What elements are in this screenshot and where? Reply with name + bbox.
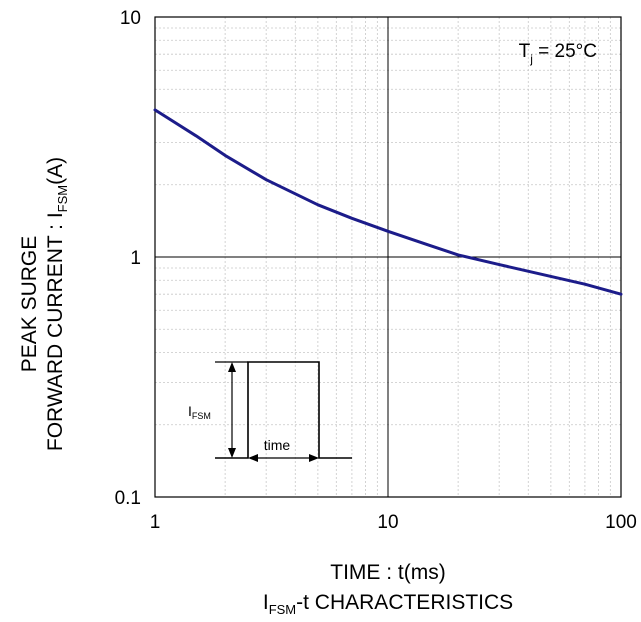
x-tick-label: 100 xyxy=(605,512,637,533)
y-axis-title-line1: PEAK SURGE xyxy=(18,236,41,373)
width-arrow-head-left xyxy=(248,454,258,462)
caption-sub: FSM xyxy=(269,602,296,617)
x-tick-label: 10 xyxy=(377,512,398,533)
y-axis-title: PEAK SURGE FORWARD CURRENT : IFSM(A) xyxy=(18,157,70,451)
caption-suffix: -t CHARACTERISTICS xyxy=(296,591,513,614)
x-tick-label: 1 xyxy=(150,512,161,533)
pulse-label-prefix: I xyxy=(188,403,192,419)
caption-prefix: I xyxy=(263,591,269,614)
pulse-inset: IFSM time xyxy=(188,361,352,462)
tick-labels: 1 10 100 0.1 1 10 xyxy=(115,8,637,533)
width-arrow-head-right xyxy=(309,454,319,462)
series-layer xyxy=(153,108,623,296)
annotation-sub: j xyxy=(529,52,533,66)
pulse-label-sub: FSM xyxy=(192,411,211,421)
pulse-amplitude-label: IFSM xyxy=(188,403,211,421)
y-axis-title-suffix: (A) xyxy=(44,157,67,185)
temperature-annotation: Tj = 25°C xyxy=(519,41,597,66)
annotation-prefix: T xyxy=(519,41,531,62)
x-axis-title: TIME : t(ms) xyxy=(330,561,445,584)
major-grid xyxy=(155,17,621,497)
pulse-waveform xyxy=(215,361,352,459)
annotation-suffix: = 25°C xyxy=(533,41,597,62)
y-tick-label: 0.1 xyxy=(115,488,141,509)
plot-frame xyxy=(154,16,622,498)
series-line-0 xyxy=(153,108,623,296)
chart-caption: IFSM-t CHARACTERISTICS xyxy=(263,591,513,617)
y-tick-label: 1 xyxy=(130,248,141,269)
amplitude-arrow-head-bottom xyxy=(228,448,236,458)
y-axis-title-line2: FORWARD CURRENT : IFSM(A) xyxy=(44,157,70,451)
y-tick-label: 10 xyxy=(120,8,141,29)
y-axis-title-sub: FSM xyxy=(55,185,70,212)
amplitude-arrow-head-top xyxy=(228,362,236,372)
pulse-width-label: time xyxy=(264,437,291,453)
y-axis-title-prefix: FORWARD CURRENT : I xyxy=(44,212,67,451)
